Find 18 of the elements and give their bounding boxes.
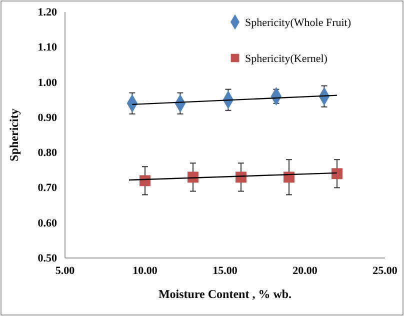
y-tick-label: 0.90 xyxy=(38,112,58,124)
x-tick-label: 5.00 xyxy=(55,264,76,277)
y-tick-label: 1.00 xyxy=(38,76,58,89)
x-tick-label: 20.00 xyxy=(292,264,318,277)
y-tick-label: 0.70 xyxy=(38,182,58,194)
x-tick-label: 15.00 xyxy=(212,264,238,277)
y-axis-title: Sphericity xyxy=(7,108,21,162)
y-tick-label: 1.20 xyxy=(38,6,58,19)
y-tick-label: 1.10 xyxy=(38,42,58,54)
point xyxy=(332,168,342,180)
x-axis-title: Moisture Content , % wb. xyxy=(158,287,292,301)
y-tick-label: 0.60 xyxy=(38,217,58,230)
x-tick-label: 10.00 xyxy=(132,264,158,277)
legend-label: Sphericity(Whole Fruit) xyxy=(245,17,352,29)
x-tick-label: 25.00 xyxy=(372,264,398,277)
y-tick-label: 0.80 xyxy=(38,147,58,160)
legend-label: Sphericity(Kernel) xyxy=(245,53,328,65)
y-tick-label: 0.50 xyxy=(38,252,58,265)
